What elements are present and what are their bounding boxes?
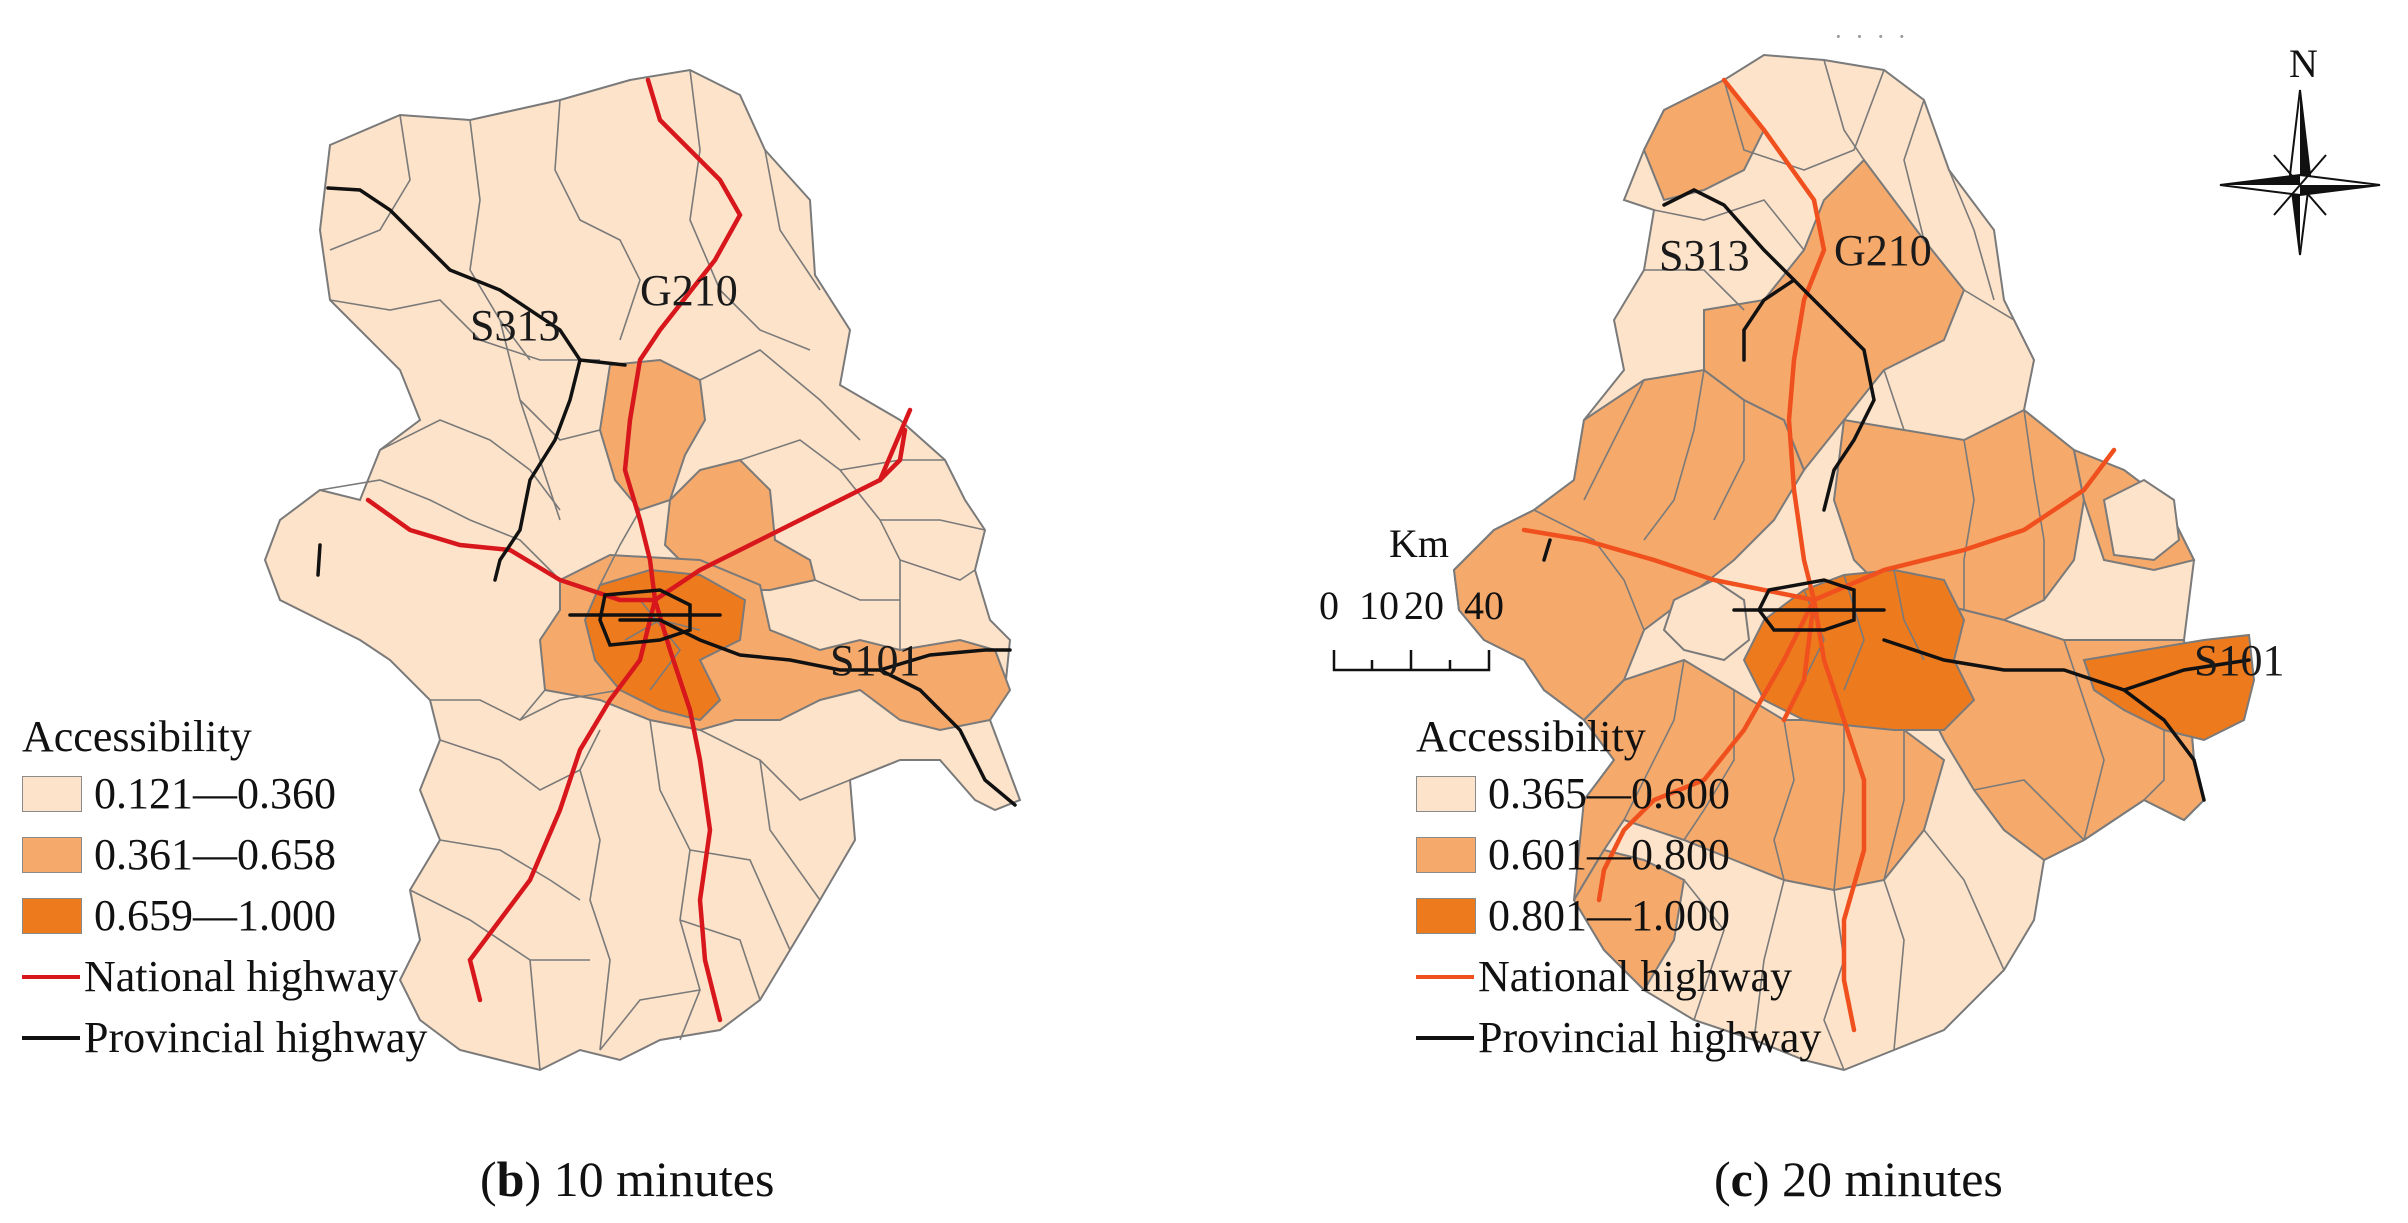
compass-rose-icon	[2219, 89, 2381, 256]
legend-line-national	[22, 975, 80, 979]
legend-label-national: National highway	[84, 952, 399, 1001]
provincial-highways	[316, 186, 1017, 807]
legend: Accessibility 0.365—0.600 0.601—0.800 0.…	[1416, 715, 1896, 1075]
national-highways	[1521, 77, 2117, 1033]
legend-swatch-mid	[22, 837, 82, 873]
road-label-s313: S313	[470, 301, 561, 350]
legend-item-low: 0.365—0.600	[1416, 770, 1730, 818]
legend-swatch-low	[22, 776, 82, 812]
national-highway-south	[1811, 597, 1867, 1033]
scale-tick-40: 40	[1464, 583, 1504, 628]
north-label: N	[2289, 41, 2318, 86]
national-highway-west	[365, 497, 658, 603]
provincial-highway-west-stub	[1542, 538, 1552, 562]
provincial-highway-s101	[1882, 638, 2206, 802]
legend-item-low: 0.121—0.360	[22, 770, 336, 818]
legend-swatch-mid	[1416, 837, 1476, 873]
ring-road	[1756, 578, 1856, 632]
legend-line-national	[1416, 975, 1474, 979]
legend-item-mid: 0.601—0.800	[1416, 831, 1730, 879]
national-highway-south	[652, 597, 723, 1023]
scale-tick-10: 10	[1359, 583, 1399, 628]
zone-mid-west	[1452, 368, 1806, 722]
national-highway-southwest	[1596, 597, 1817, 903]
scale-tick-20: 20	[1404, 583, 1444, 628]
legend-label-high: 0.801—1.000	[1488, 891, 1730, 940]
caption-text-c: 20 minutes	[1769, 1151, 2003, 1207]
provincial-highways	[1542, 188, 2251, 802]
accessibility-map-10-minutes	[263, 68, 1022, 1072]
road-label-s101: S101	[830, 636, 921, 685]
provincial-highway-east	[2122, 658, 2251, 692]
national-highway-g210	[1721, 77, 1827, 603]
provincial-highway-s313	[326, 186, 582, 582]
legend-line-provincial	[22, 1036, 80, 1040]
scale-unit: Km	[1389, 521, 1449, 566]
legend-swatch-high	[22, 898, 82, 934]
scale-tick-0: 0	[1319, 583, 1339, 628]
provincial-highway-s101	[618, 618, 1017, 807]
provincial-highway-east	[878, 648, 1012, 672]
legend-line-provincial	[1416, 1036, 1474, 1040]
caption-letter-b: b	[496, 1151, 525, 1207]
legend-label-low: 0.121—0.360	[94, 769, 336, 818]
national-highway-northeast	[652, 407, 913, 603]
legend-label-high: 0.659—1.000	[94, 891, 336, 940]
legend-item-mid: 0.361—0.658	[22, 831, 336, 879]
provincial-highway-west-stub	[316, 543, 322, 577]
legend-item-high: 0.801—1.000	[1416, 892, 1730, 940]
map-panel-20-minutes: · · · · S313 G210 S101 N Km 0 10 20 40 A…	[1204, 0, 2408, 1223]
map-panel-10-minutes: G210 S313 S101 Accessibility 0.121—0.360…	[22, 68, 1022, 1207]
legend-swatch-low	[1416, 776, 1476, 812]
ring-road	[598, 588, 692, 647]
legend: Accessibility 0.121—0.360 0.361—0.658 0.…	[22, 715, 502, 1075]
national-highway-east	[877, 427, 908, 483]
county-boundaries	[319, 69, 986, 1071]
legend-item-national-highway: National highway	[22, 953, 398, 1001]
legend-label-provincial: Provincial highway	[1478, 1013, 1822, 1062]
legend-title: Accessibility	[22, 712, 252, 761]
legend-swatch-high	[1416, 898, 1476, 934]
national-highway-southwest	[467, 597, 658, 1003]
zone-low-west-hole	[1662, 578, 1751, 662]
scale-bar-graphic	[1332, 650, 1491, 672]
national-highway-southeast	[1781, 597, 1817, 723]
road-label-s101: S101	[2194, 636, 2285, 685]
national-highway-northeast	[1811, 447, 2117, 603]
legend-label-low: 0.365—0.600	[1488, 769, 1730, 818]
legend-label-provincial: Provincial highway	[84, 1013, 428, 1062]
provincial-highway-s313-branch	[578, 358, 627, 367]
legend-item-provincial-highway: Provincial highway	[22, 1014, 427, 1062]
legend-item-high: 0.659—1.000	[22, 892, 336, 940]
road-label-s313: S313	[1659, 231, 1750, 280]
caption-letter-c: c	[1730, 1151, 1753, 1207]
national-highway-west	[1521, 527, 1817, 603]
zone-mid-north	[1703, 158, 1966, 472]
legend-item-national-highway: National highway	[1416, 953, 1792, 1001]
caption-panel-b: (b) 10 minutes	[480, 1151, 775, 1207]
legend-label-mid: 0.361—0.658	[94, 830, 336, 879]
national-highways	[365, 77, 913, 1023]
road-label-g210: G210	[1834, 226, 1932, 275]
national-highway-g210	[622, 77, 743, 603]
provincial-highway-s313-link	[1742, 278, 1796, 362]
legend-label-national: National highway	[1478, 952, 1793, 1001]
zone-high-east	[2082, 633, 2256, 742]
provincial-highway-s313	[1662, 188, 1876, 512]
county-boundaries	[1533, 59, 2165, 1071]
legend-title: Accessibility	[1416, 712, 1646, 761]
caption-text-b: 10 minutes	[541, 1151, 775, 1207]
top-faint-text: · · · ·	[1834, 22, 1910, 51]
legend-item-provincial-highway: Provincial highway	[1416, 1014, 1821, 1062]
accessibility-map-20-minutes	[1452, 53, 2256, 1072]
road-label-g210: G210	[640, 266, 738, 315]
caption-panel-c: (c) 20 minutes	[1714, 1151, 2003, 1207]
legend-label-mid: 0.601—0.800	[1488, 830, 1730, 879]
north-arrow: N	[2204, 35, 2404, 295]
zone-low-east-hole	[2102, 478, 2181, 562]
scale-bar: Km 0 10 20 40	[1314, 520, 1514, 690]
